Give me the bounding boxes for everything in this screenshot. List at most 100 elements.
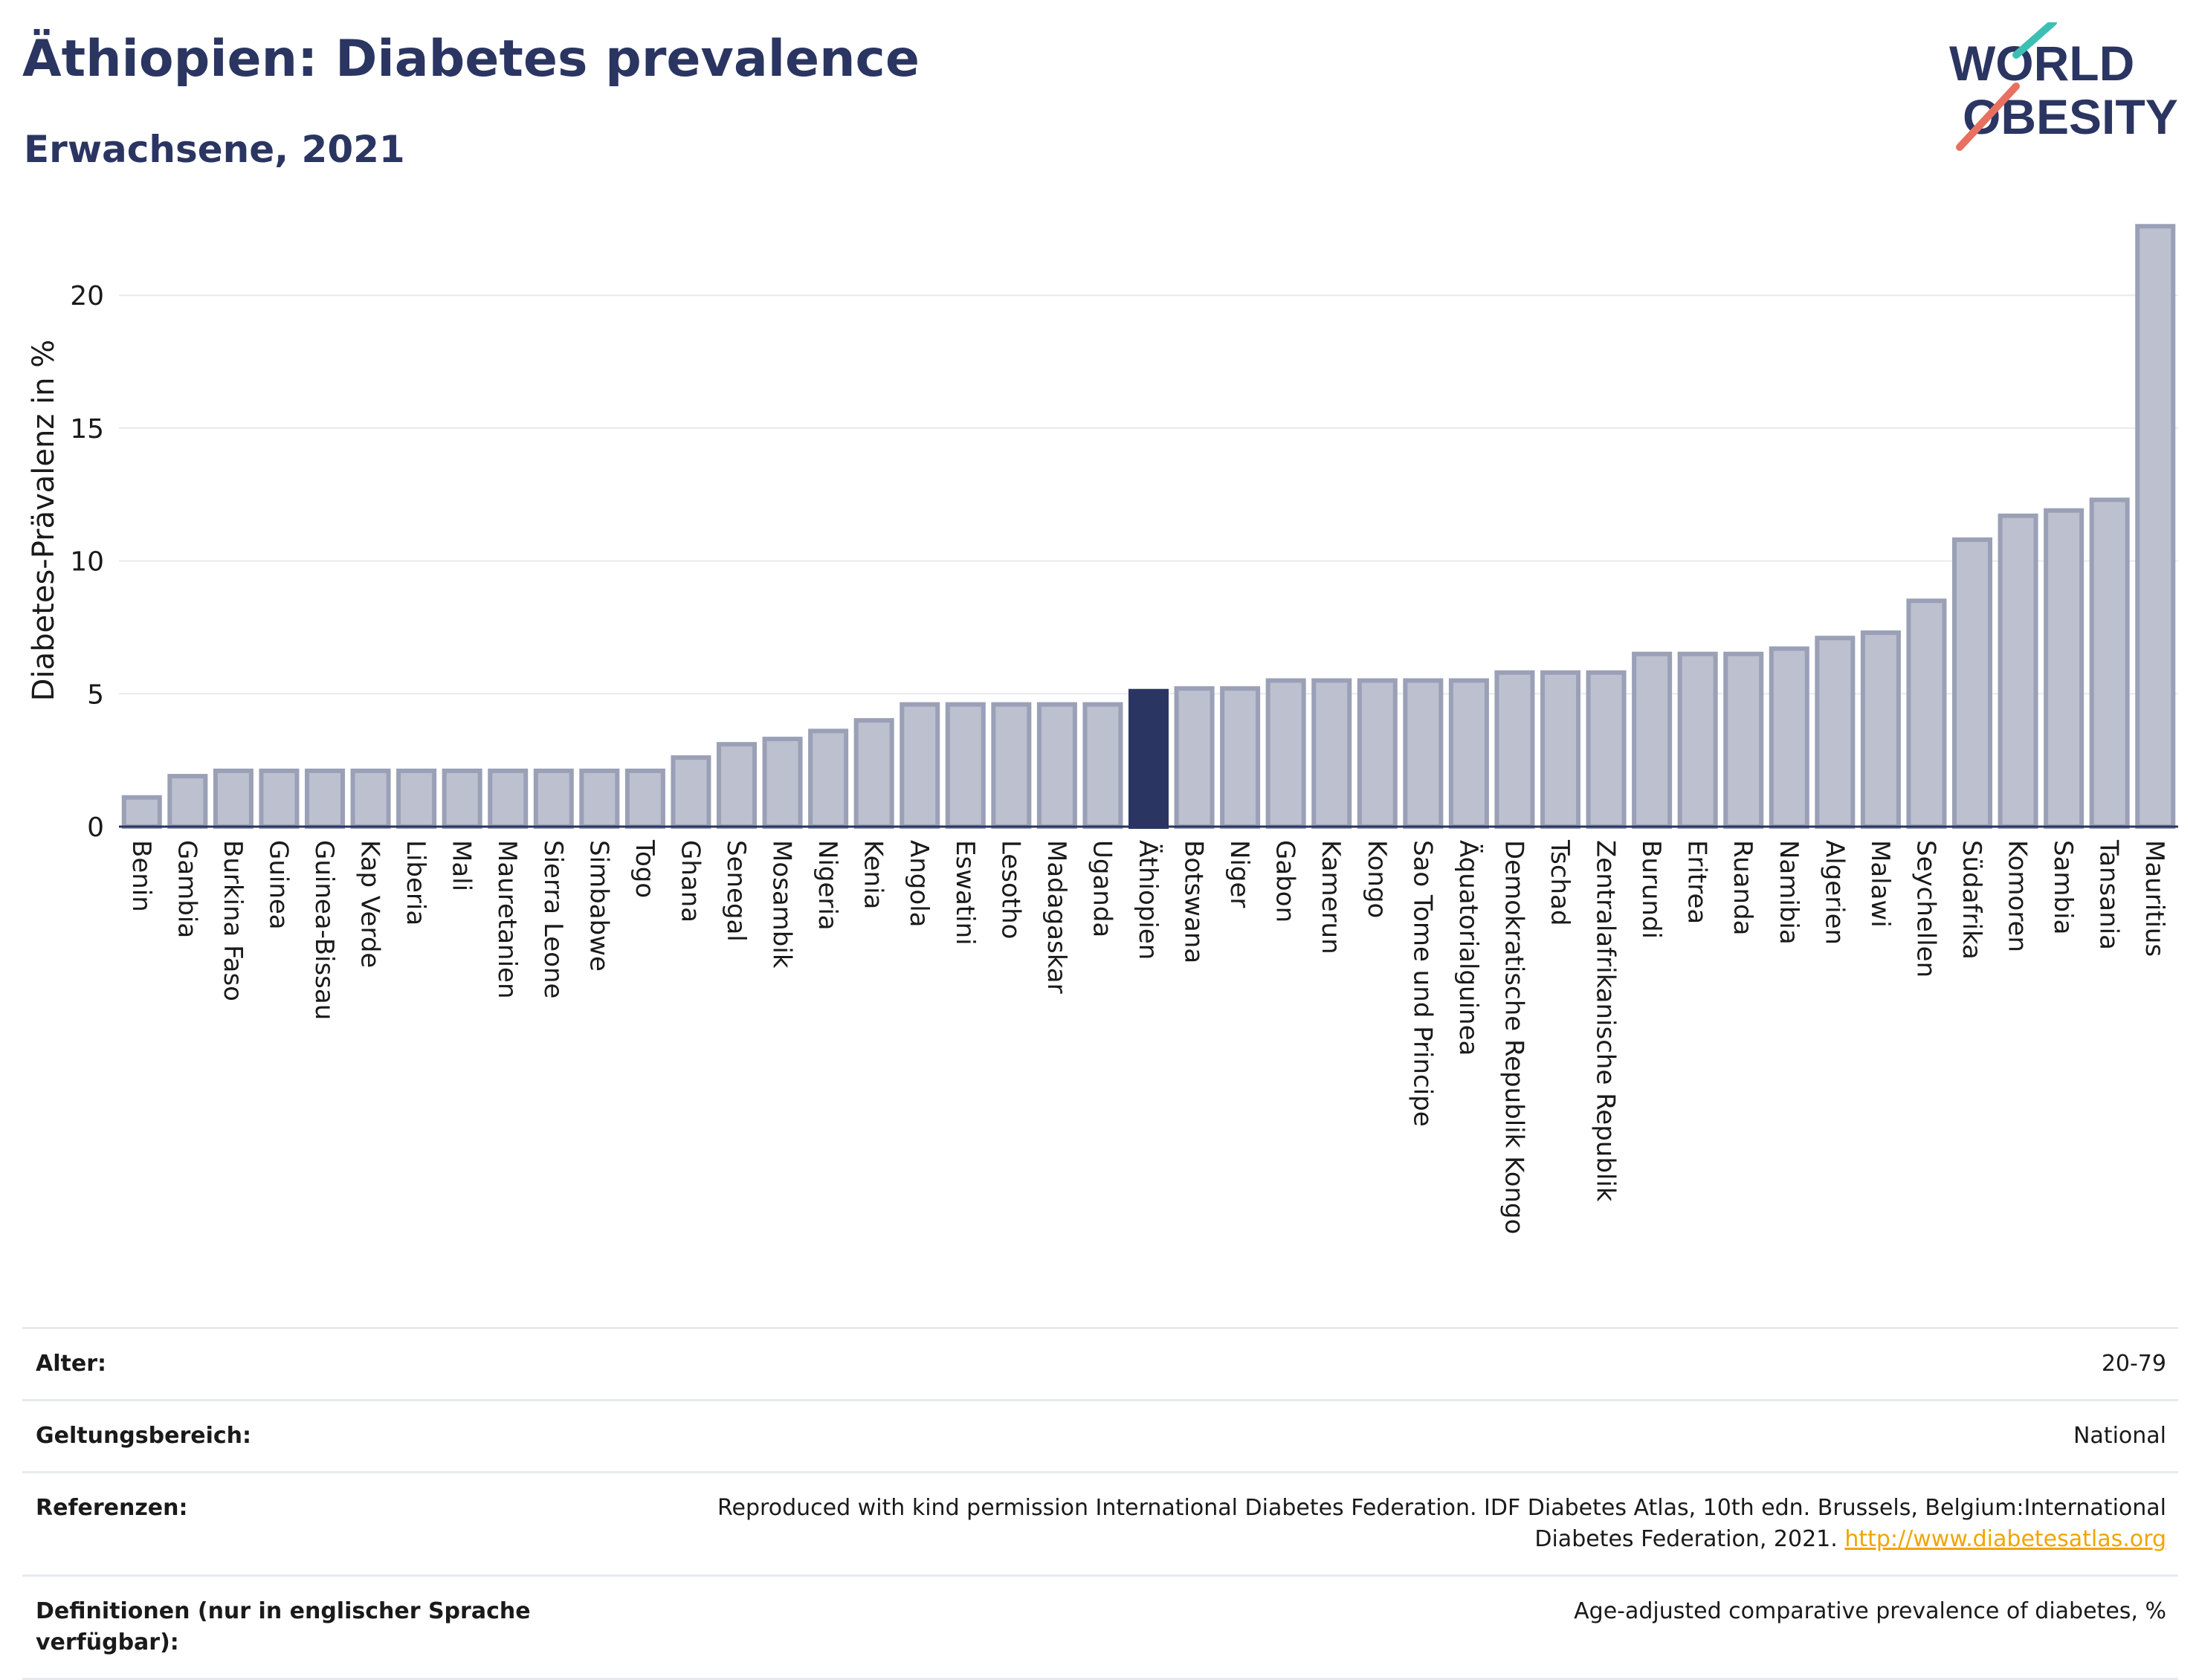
bar-eswatini[interactable]: [945, 702, 986, 829]
bar-liberia[interactable]: [396, 768, 437, 830]
chart-title: Äthiopien: Diabetes prevalence: [22, 30, 920, 88]
x-tick-label: Ruanda: [1728, 840, 1757, 935]
bar-seychellen[interactable]: [1906, 598, 1947, 830]
bar-nigeria[interactable]: [808, 728, 849, 829]
bar-madagaskar[interactable]: [1036, 702, 1077, 829]
bar-mosambik[interactable]: [762, 737, 803, 829]
bar-demokratische-republik-kongo[interactable]: [1494, 670, 1535, 830]
bar-zentralafrikanische-republik[interactable]: [1586, 670, 1627, 830]
bar-guinea[interactable]: [259, 768, 300, 830]
bar-angola[interactable]: [900, 702, 940, 829]
x-tick-label: Lesotho: [995, 840, 1025, 939]
bar-südafrika[interactable]: [1951, 537, 1993, 829]
bar-algerien[interactable]: [1815, 636, 1856, 830]
x-tick-label: Nigeria: [813, 840, 842, 931]
bar-niger[interactable]: [1220, 686, 1261, 829]
bar-malawi[interactable]: [1860, 630, 1901, 830]
bar-togo[interactable]: [624, 768, 665, 830]
x-tick-label: Tansania: [2094, 839, 2124, 950]
bar-mauritius[interactable]: [2135, 224, 2176, 829]
y-tick-label: 0: [87, 812, 104, 843]
x-tick-label: Malawi: [1865, 840, 1895, 928]
x-tick-label: Mauritius: [2140, 840, 2169, 957]
y-axis-label: Diabetes-Prävalenz in %: [27, 340, 61, 702]
x-tick-label: Eswatini: [950, 840, 980, 946]
bar-senegal[interactable]: [716, 742, 758, 829]
meta-row: Referenzen: Reproduced with kind permissi…: [22, 1471, 2178, 1574]
meta-value: Reproduced with kind permission Internat…: [717, 1495, 2166, 1552]
bar-burundi[interactable]: [1632, 651, 1673, 830]
bar-kap-verde[interactable]: [350, 768, 391, 830]
x-tick-label: Guinea-Bissau: [309, 840, 339, 1020]
x-tick-label: Mali: [447, 840, 477, 891]
bars: [121, 224, 2176, 830]
bar-simbabwe[interactable]: [579, 768, 620, 830]
x-tick-label: Sierra Leone: [538, 840, 568, 998]
meta-row: Definitionen (nur in englischer Sprache …: [22, 1574, 2178, 1680]
bar-tschad[interactable]: [1540, 670, 1581, 830]
bar-komoren[interactable]: [1998, 513, 2038, 829]
x-tick-label: Äquatorialguinea: [1453, 840, 1483, 1056]
meta-label: Geltungsbereich:: [36, 1423, 252, 1449]
bar-guinea-bissau[interactable]: [304, 768, 346, 830]
bar-mali[interactable]: [442, 768, 482, 830]
bar-eritrea[interactable]: [1677, 651, 1718, 830]
x-tick-label: Kamerun: [1316, 840, 1346, 954]
bar-lesotho[interactable]: [991, 702, 1032, 829]
reference-link[interactable]: http://www.diabetesatlas.org: [1844, 1526, 2166, 1552]
x-tick-label: Senegal: [721, 840, 751, 942]
x-tick-label: Madagaskar: [1042, 840, 1071, 994]
x-tick-label: Botswana: [1179, 840, 1209, 963]
x-tick-label: Simbabwe: [584, 840, 613, 972]
x-tick-label: Komoren: [2003, 840, 2032, 952]
bar-tansania[interactable]: [2089, 497, 2130, 829]
x-tick-label: Seychellen: [1911, 840, 1940, 978]
x-tick-label: Ghana: [675, 840, 705, 923]
x-tick-labels: Benin Gambia Burkina Faso Guinea Guinea-Biss…: [126, 839, 2169, 1234]
x-tick-label: Zentralafrikanische Republik: [1591, 840, 1621, 1202]
meta-row: Alter: 20-79: [22, 1327, 2178, 1399]
bar-mauretanien[interactable]: [488, 768, 529, 830]
x-tick-label: Südafrika: [1957, 840, 1986, 960]
meta-label: Definitionen (nur in englischer Sprache …: [36, 1598, 531, 1655]
x-tick-label: Togo: [630, 839, 659, 898]
x-tick-label: Kap Verde: [355, 840, 385, 968]
meta-value: 20-79: [2101, 1351, 2166, 1377]
x-tick-label: Benin: [126, 840, 156, 912]
bar-botswana[interactable]: [1174, 686, 1215, 829]
x-tick-label: Sao Tome und Principe: [1407, 840, 1437, 1127]
svg-text:WORLD: WORLD: [1949, 36, 2134, 91]
bar-sao-tome-und-principe[interactable]: [1403, 678, 1444, 829]
meta-row: Geltungsbereich: National: [22, 1399, 2178, 1471]
bar-namibia[interactable]: [1769, 646, 1809, 830]
bar-kamerun[interactable]: [1311, 678, 1352, 829]
x-tick-label: Burkina Faso: [218, 840, 248, 1001]
meta-label: Alter:: [36, 1351, 106, 1377]
bar-kenia[interactable]: [853, 718, 894, 829]
bar-ghana[interactable]: [671, 755, 711, 829]
bar-äquatorialguinea[interactable]: [1448, 678, 1489, 829]
x-tick-label: Demokratische Republik Kongo: [1499, 840, 1528, 1234]
bar-sierra-leone[interactable]: [533, 768, 574, 830]
meta-value: Age-adjusted comparative prevalence of d…: [1574, 1598, 2166, 1624]
bar-chart: 0 5 10 15 20 Benin Gambia Burkina Faso Guinea Gu…: [27, 224, 2178, 1234]
bar-benin[interactable]: [121, 795, 162, 830]
x-tick-label: Angola: [904, 840, 934, 927]
bar-gambia[interactable]: [167, 774, 208, 830]
metadata-table: Alter: 20-79 Geltungsbereich: National Refer…: [22, 1327, 2178, 1680]
bar-kongo[interactable]: [1357, 678, 1398, 829]
bar-äthiopien[interactable]: [1128, 688, 1169, 829]
x-tick-label: Kenia: [859, 840, 888, 909]
x-tick-label: Guinea: [263, 840, 293, 930]
x-tick-label: Namibia: [1774, 840, 1804, 945]
x-tick-label: Gabon: [1270, 840, 1300, 923]
x-tick-label: Liberia: [401, 840, 430, 925]
bar-sambia[interactable]: [2044, 508, 2085, 829]
bar-gabon[interactable]: [1265, 678, 1306, 829]
bar-burkina-faso[interactable]: [213, 768, 254, 830]
y-tick-label: 10: [70, 547, 104, 578]
bar-uganda[interactable]: [1082, 702, 1123, 829]
bar-ruanda[interactable]: [1723, 651, 1764, 830]
chart-subtitle: Erwachsene, 2021: [24, 128, 405, 171]
x-tick-label: Algerien: [1819, 840, 1849, 945]
